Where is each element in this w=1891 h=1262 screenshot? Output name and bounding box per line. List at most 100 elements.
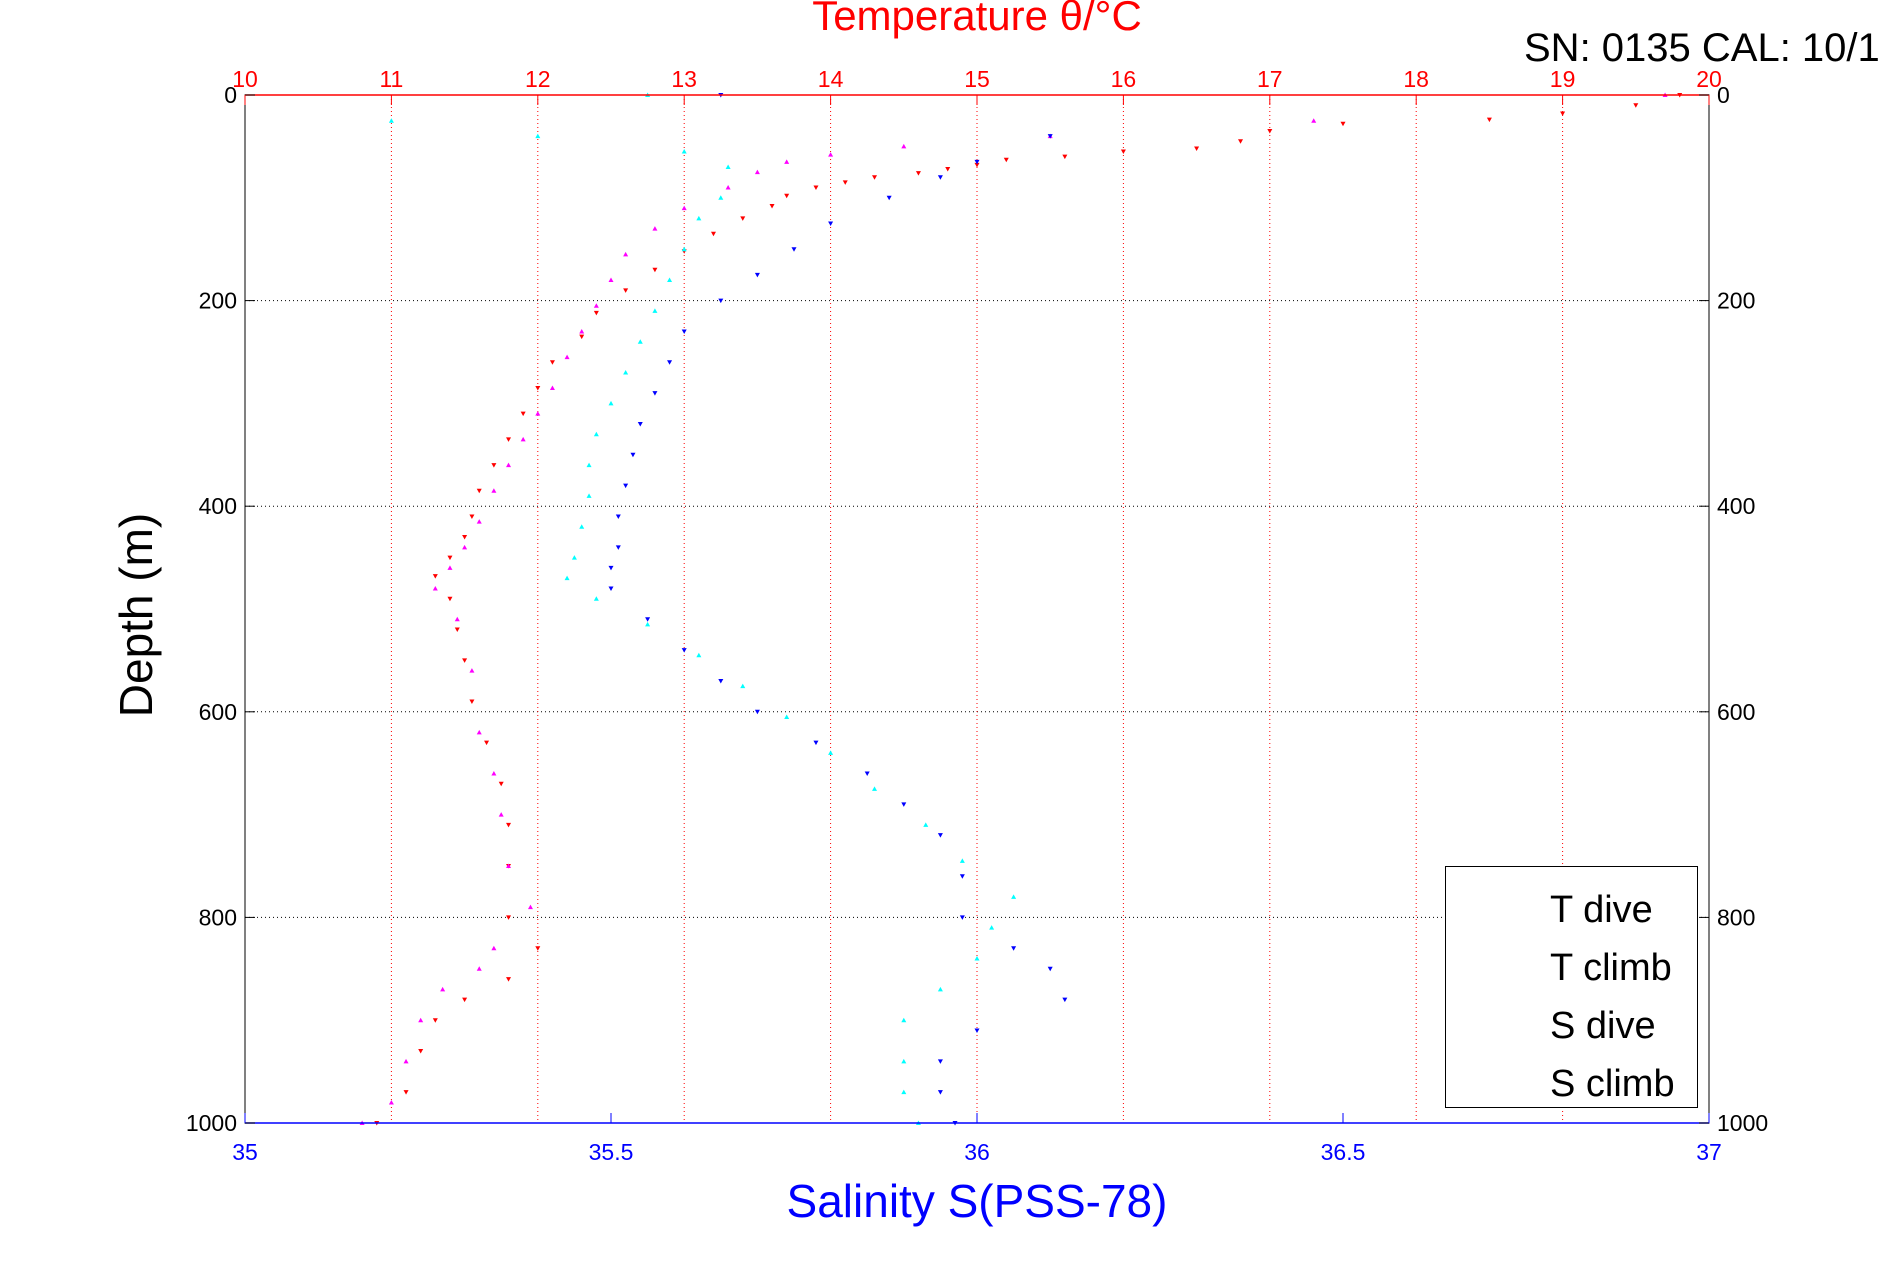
data-point: [652, 391, 658, 396]
depth-tick-label-left: 0: [224, 82, 237, 108]
y-axis-title: Depth (m): [110, 513, 162, 717]
temperature-tick-label: 19: [1550, 66, 1576, 92]
data-point: [527, 904, 533, 910]
data-point: [454, 616, 460, 622]
data-point: [564, 354, 570, 360]
data-point: [571, 555, 577, 560]
data-point: [476, 519, 482, 524]
data-point: [754, 169, 760, 175]
depth-tick-label-left: 600: [199, 699, 237, 725]
data-point: [1267, 128, 1273, 134]
data-point: [872, 786, 878, 791]
data-point: [974, 956, 980, 961]
data-point: [593, 431, 599, 437]
data-point: [784, 159, 790, 164]
data-point: [447, 565, 453, 570]
data-point: [608, 565, 614, 571]
data-point: [937, 1059, 943, 1064]
legend-item-t-climb: T climb: [1446, 943, 1697, 1001]
legend-item-t-dive: T dive: [1446, 885, 1697, 943]
data-point: [667, 277, 673, 283]
axis-ticks-and-labels: 0 0 200 200 400 400 600 600 800 800 1000 1000 10 11 12…: [186, 66, 1768, 1165]
data-point: [937, 175, 943, 180]
legend-label: T climb: [1550, 947, 1672, 989]
data-point: [1340, 121, 1346, 127]
data-point: [1011, 946, 1017, 951]
data-point: [725, 185, 731, 190]
temperature-tick-label: 16: [1111, 66, 1137, 92]
data-point: [1560, 111, 1566, 117]
data-point: [901, 1017, 907, 1023]
data-point: [447, 596, 453, 602]
data-point: [901, 802, 907, 807]
temperature-tick-label: 12: [525, 66, 551, 92]
data-point: [608, 586, 614, 591]
data-point: [937, 1090, 943, 1095]
series-t-climb: [359, 92, 1668, 1125]
data-point: [623, 251, 629, 257]
data-point: [681, 205, 687, 211]
data-point: [937, 986, 943, 992]
legend: T dive T climb S dive S climb: [1445, 866, 1698, 1108]
data-point: [813, 185, 819, 191]
temperature-tick-label: 11: [379, 66, 403, 92]
data-point: [784, 714, 790, 719]
data-point: [586, 493, 592, 498]
data-point: [718, 298, 724, 304]
depth-tick-label-right: 1000: [1717, 1110, 1768, 1136]
temperature-tick-label: 14: [818, 66, 844, 92]
data-point: [1194, 146, 1200, 151]
data-point: [535, 385, 541, 391]
data-point: [491, 945, 497, 951]
data-point: [520, 411, 526, 417]
data-point: [615, 545, 621, 550]
legend-label: T dive: [1550, 889, 1653, 931]
data-point: [718, 195, 724, 200]
data-point: [549, 360, 555, 365]
data-point: [828, 221, 834, 226]
data-point: [725, 164, 731, 169]
data-point: [476, 966, 482, 971]
temperature-tick-label: 10: [232, 66, 258, 92]
data-point: [469, 699, 475, 705]
data-point: [623, 483, 629, 489]
data-point: [681, 149, 687, 154]
data-point: [696, 215, 702, 221]
data-point: [1486, 117, 1492, 123]
serial-calibration-label: SN: 0135 CAL: 10/1: [1524, 26, 1880, 70]
data-point: [484, 740, 490, 746]
data-point: [586, 462, 592, 468]
data-point: [1003, 157, 1009, 163]
data-point: [710, 231, 716, 237]
data-point: [915, 171, 921, 176]
data-point: [828, 750, 834, 755]
data-point: [681, 246, 687, 252]
data-point: [593, 596, 599, 601]
data-point: [506, 462, 512, 468]
legend-label: S climb: [1550, 1063, 1675, 1105]
data-point: [901, 143, 907, 149]
data-point: [637, 421, 643, 427]
depth-tick-label-left: 1000: [186, 1110, 237, 1136]
data-point: [593, 303, 599, 308]
data-point: [974, 159, 980, 165]
salinity-tick-label: 35: [232, 1139, 258, 1165]
data-point: [498, 812, 504, 817]
data-point: [959, 915, 965, 920]
data-point: [667, 360, 673, 365]
data-point: [1062, 997, 1068, 1003]
data-point: [440, 986, 446, 992]
depth-tick-label-right: 0: [1717, 82, 1730, 108]
data-point: [901, 1058, 907, 1064]
data-point: [462, 658, 468, 663]
salinity-tick-label: 37: [1696, 1139, 1722, 1165]
data-point: [462, 997, 468, 1003]
data-point: [1011, 894, 1017, 899]
legend-item-s-climb: S climb: [1446, 1059, 1697, 1117]
salinity-tick-label: 35.5: [589, 1139, 634, 1165]
data-point: [476, 729, 482, 735]
data-point: [535, 133, 541, 139]
data-point: [1047, 134, 1053, 139]
data-point: [462, 535, 468, 540]
data-point: [974, 162, 980, 168]
